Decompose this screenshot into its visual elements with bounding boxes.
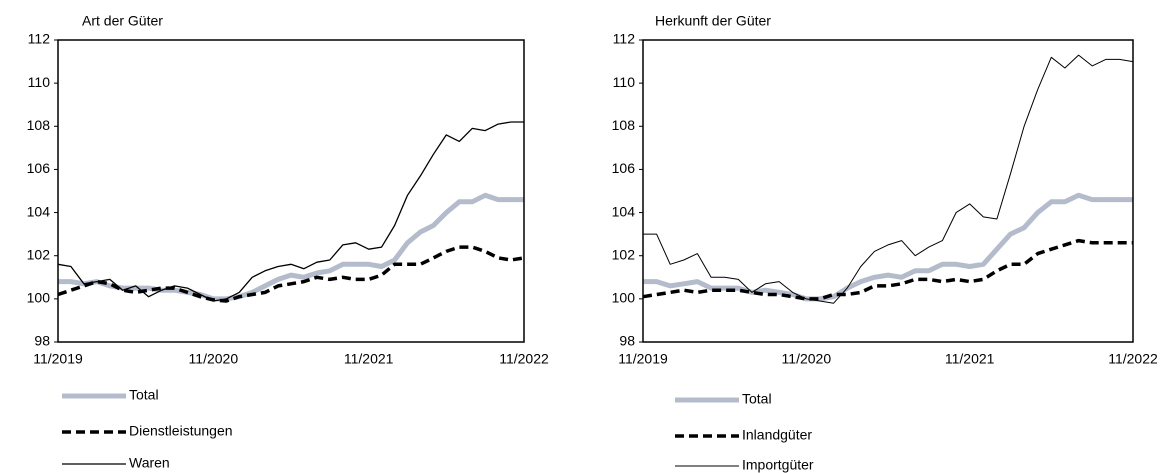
y-tick-label: 112 [613,31,636,47]
legend-label: Waren [129,455,170,471]
y-tick-label: 108 [612,117,636,133]
y-tick-label: 98 [34,333,50,349]
y-tick-label: 112 [28,31,51,47]
y-tick-label: 104 [612,203,636,219]
y-tick-label: 102 [27,246,51,262]
x-tick-label: 11/2019 [33,351,83,367]
legend-label: Total [129,387,159,403]
series-line [642,238,1133,301]
y-tick-label: 106 [612,160,636,176]
legend-label: Inlandgüter [742,427,812,443]
series-line [57,121,524,302]
x-tick-label: 11/2021 [344,351,394,367]
legend-label: Importgüter [742,457,814,473]
chart-title: Art der Güter [82,13,163,29]
x-tick-label: 11/2020 [189,351,239,367]
y-tick-label: 108 [27,117,51,133]
y-tick-label: 102 [612,246,636,262]
x-tick-label: 11/2019 [618,351,668,367]
x-tick-label: 11/2020 [782,351,832,367]
chart-title: Herkunft der Güter [655,13,771,29]
legend-label: Total [742,391,772,407]
x-tick-label: 11/2022 [499,351,549,367]
y-tick-label: 110 [28,74,51,90]
series-line [58,192,524,302]
y-tick-label: 98 [619,333,635,349]
legend-label: Dienstleistungen [129,423,233,439]
plot-frame [642,39,1134,343]
y-tick-label: 110 [613,74,636,90]
x-tick-label: 11/2021 [945,351,995,367]
series-line [643,54,1134,304]
x-tick-label: 11/2022 [1108,351,1158,367]
series-line [643,192,1133,302]
plot-frame [57,39,525,343]
y-tick-label: 100 [612,290,636,306]
y-tick-label: 106 [27,160,51,176]
series-line [57,245,525,303]
y-tick-label: 100 [27,290,51,306]
y-tick-label: 104 [27,203,51,219]
